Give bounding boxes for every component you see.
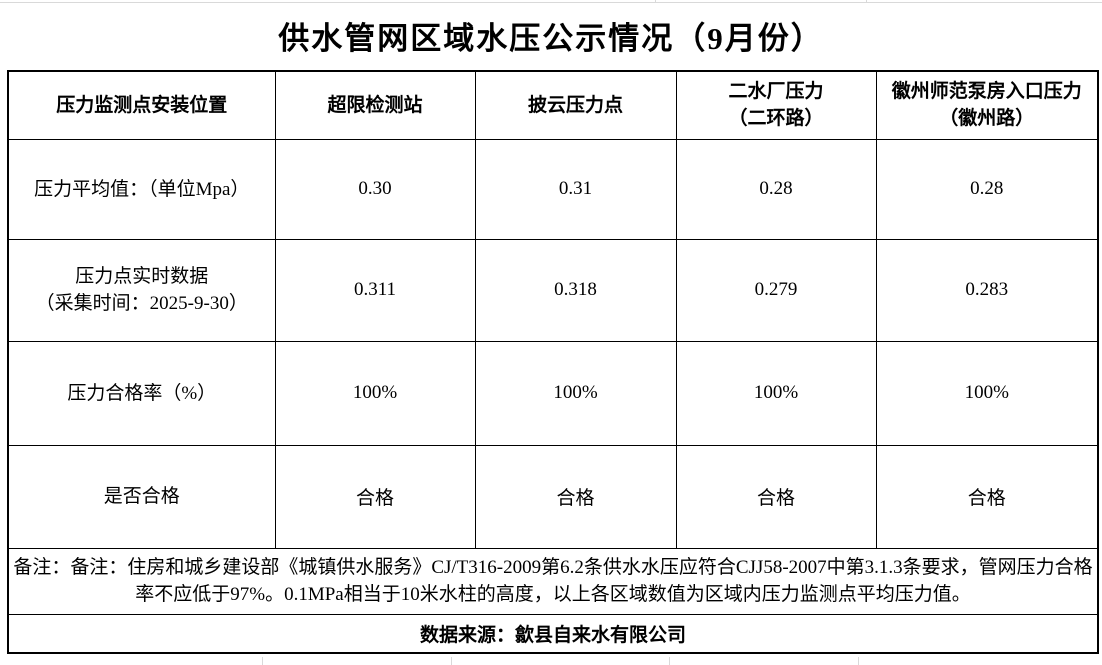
header-cell-huizhou-pumphouse: 徽州师范泵房入口压力 （徽州路） (875, 70, 1099, 140)
spreadsheet-gridline-stub (655, 0, 656, 3)
row-label: 是否合格 (103, 486, 180, 507)
spreadsheet-gridline-stub (866, 0, 867, 3)
spreadsheet-gridline-stub (858, 657, 859, 665)
value-cell: 0.318 (474, 238, 677, 342)
header-row: 压力监测点安装位置 超限检测站 披云压力点 二水厂压力 （二环路） 徽州师范泵房… (7, 70, 1099, 140)
row-label-cell: 压力平均值：（单位Mpa） (7, 138, 276, 240)
row-label-line2: （采集时间：2025-9-30） (35, 293, 248, 314)
value-cell: 合格 (474, 444, 677, 549)
note-cell: 备注：备注：住房和城乡建设部《城镇供水服务》CJ/T316-2009第6.2条供… (7, 547, 1099, 615)
row-qualified: 是否合格 合格 合格 合格 合格 (7, 444, 1099, 549)
value-cell: 合格 (274, 444, 476, 549)
row-label: 压力合格率（%） (67, 382, 217, 404)
value-cell: 合格 (875, 444, 1099, 549)
header-cell-second-waterplant: 二水厂压力 （二环路） (675, 70, 877, 140)
row-label-line1: 压力点实时数据 (75, 266, 209, 287)
value-cell: 0.30 (274, 138, 476, 240)
header-label-line2: （徽州路） (939, 108, 1035, 130)
row-label-cell: 压力点实时数据 （采集时间：2025-9-30） (7, 238, 276, 342)
value-cell: 0.28 (875, 138, 1099, 240)
header-label-line2: （二环路） (728, 108, 824, 130)
value-cell: 0.283 (875, 238, 1099, 342)
value-cell: 0.31 (474, 138, 677, 240)
value-cell: 100% (474, 340, 677, 446)
header-cell-piyun-point: 披云压力点 (474, 70, 677, 140)
source-cell: 数据来源：歙县自来水有限公司 (7, 613, 1099, 654)
row-label: 压力平均值：（单位Mpa） (34, 178, 250, 200)
row-pass-rate: 压力合格率（%） 100% 100% 100% 100% (7, 340, 1099, 446)
value-cell: 0.279 (675, 238, 877, 342)
row-label-cell: 是否合格 (7, 444, 276, 549)
value-cell: 100% (675, 340, 877, 446)
value-cell: 100% (274, 340, 476, 446)
header-label: 披云压力点 (527, 94, 623, 116)
header-cell-overlimit-station: 超限检测站 (274, 70, 476, 140)
row-average-pressure: 压力平均值：（单位Mpa） 0.30 0.31 0.28 0.28 (7, 138, 1099, 240)
header-label: 压力监测点安装位置 (56, 94, 228, 116)
spreadsheet-gridline-stub (451, 657, 452, 665)
page-title: 供水管网区域水压公示情况（9月份） (278, 20, 824, 56)
header-label-line1: 徽州师范泵房入口压力 (891, 81, 1082, 103)
header-label-line1: 二水厂压力 (728, 81, 824, 103)
row-realtime-data: 压力点实时数据 （采集时间：2025-9-30） 0.311 0.318 0.2… (7, 238, 1099, 342)
value-cell: 0.311 (274, 238, 476, 342)
spreadsheet-gridline-top (0, 2, 1102, 3)
spreadsheet-gridline-stub (262, 657, 263, 665)
value-cell: 100% (875, 340, 1099, 446)
header-cell-install-location: 压力监测点安装位置 (7, 70, 276, 140)
header-label: 超限检测站 (327, 94, 423, 116)
spreadsheet-gridline-stub (669, 657, 670, 665)
pressure-table: 压力监测点安装位置 超限检测站 披云压力点 二水厂压力 （二环路） 徽州师范泵房… (7, 70, 1099, 654)
value-cell: 合格 (675, 444, 877, 549)
value-cell: 0.28 (675, 138, 877, 240)
row-label-cell: 压力合格率（%） (7, 340, 276, 446)
note-row: 备注：备注：住房和城乡建设部《城镇供水服务》CJ/T316-2009第6.2条供… (7, 547, 1099, 615)
source-row: 数据来源：歙县自来水有限公司 (7, 613, 1099, 654)
